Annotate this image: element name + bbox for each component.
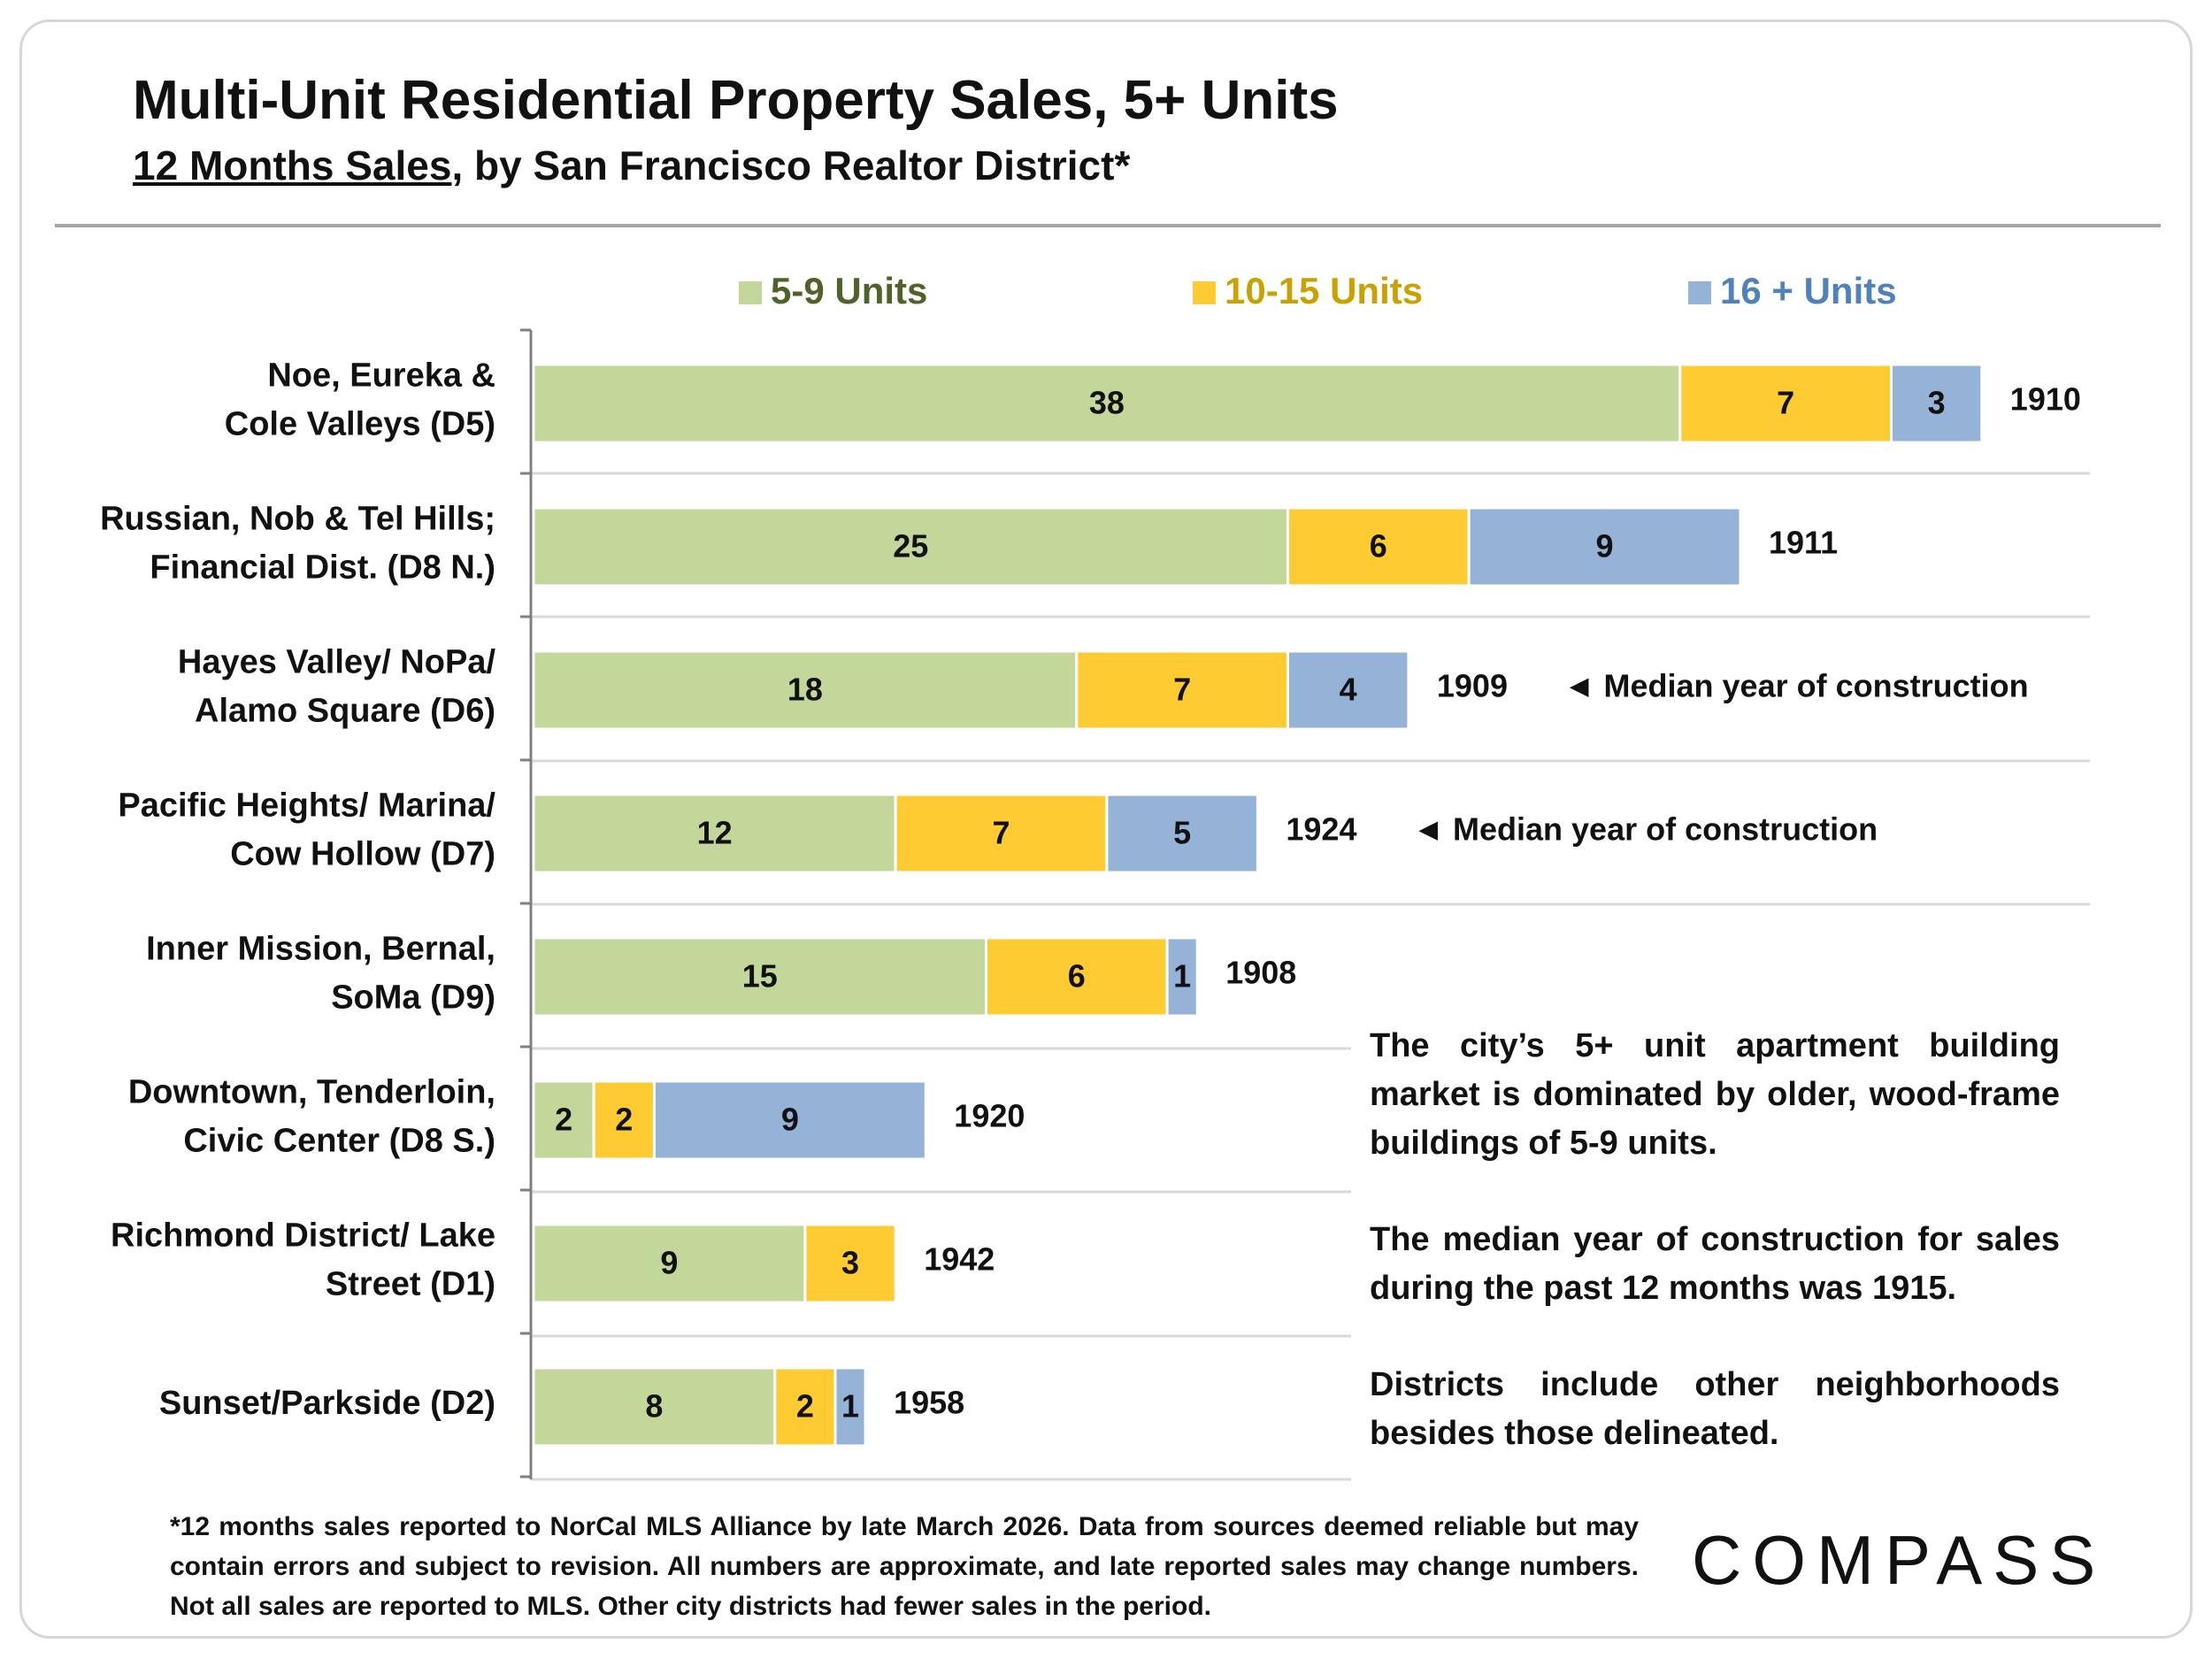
category-label: Pacific Heights/ Marina/ bbox=[118, 787, 495, 825]
bar-value-label: 3 bbox=[841, 1245, 859, 1281]
category-label: SoMa (D9) bbox=[331, 979, 495, 1017]
bar-segment bbox=[592, 1079, 656, 1161]
compass-logo: COMPASS bbox=[1692, 1521, 2107, 1599]
legend-label: 5-9 Units bbox=[771, 270, 927, 311]
median-year-annotation: ◄ Median year of construction bbox=[1563, 668, 2029, 704]
bar-value-label: 15 bbox=[742, 958, 778, 995]
bar-segment bbox=[532, 936, 987, 1018]
footnote: *12 months sales reported to NorCal MLS … bbox=[170, 1512, 1639, 1621]
bar-value-label: 18 bbox=[787, 672, 823, 708]
legend-swatch bbox=[1688, 281, 1711, 304]
bar-segment bbox=[1075, 649, 1290, 731]
bar-value-label: 4 bbox=[1340, 672, 1357, 708]
bar-segment bbox=[985, 936, 1169, 1018]
bar-segment bbox=[652, 1079, 927, 1161]
chart-title: Multi-Unit Residential Property Sales, 5… bbox=[133, 70, 1339, 131]
bar-segment bbox=[833, 1366, 867, 1448]
category-label: Inner Mission, Bernal, bbox=[146, 931, 495, 968]
bar-value-label: 25 bbox=[893, 528, 928, 565]
category-label: Civic Center (D8 S.) bbox=[183, 1123, 495, 1160]
median-year-label: 1908 bbox=[1225, 955, 1296, 991]
legend-swatch bbox=[1193, 281, 1216, 304]
category-label: Alamo Square (D6) bbox=[195, 693, 495, 730]
bar-value-label: 7 bbox=[993, 815, 1010, 851]
bar-value-label: 1 bbox=[1173, 958, 1191, 995]
bar-value-label: 3 bbox=[1928, 385, 1946, 421]
category-label: Financial Dist. (D8 N.) bbox=[150, 549, 495, 587]
commentary-paragraph: The median year of construction for sale… bbox=[1370, 1221, 2060, 1307]
bar-value-label: 2 bbox=[615, 1102, 633, 1138]
subtitle-rest: , by San Francisco Realtor District* bbox=[451, 142, 1131, 188]
category-label: Sunset/Parkside (D2) bbox=[159, 1385, 495, 1422]
bar-segment bbox=[532, 1366, 777, 1448]
bar-segment bbox=[773, 1366, 837, 1448]
bar-segment bbox=[803, 1223, 897, 1304]
median-year-label: 1920 bbox=[954, 1098, 1025, 1134]
bar-segment bbox=[532, 649, 1079, 731]
bar-segment bbox=[532, 363, 1682, 444]
median-year-label: 1910 bbox=[2010, 381, 2081, 418]
bar-value-label: 1 bbox=[841, 1388, 859, 1425]
median-year-annotation: ◄ Median year of construction bbox=[1412, 811, 1878, 848]
bar-value-label: 9 bbox=[660, 1245, 678, 1281]
legend-swatch bbox=[739, 281, 762, 304]
bar-value-label: 7 bbox=[1777, 385, 1794, 421]
bar-value-label: 2 bbox=[796, 1388, 814, 1425]
median-year-label: 1958 bbox=[894, 1385, 964, 1421]
bar-value-label: 2 bbox=[555, 1102, 572, 1138]
bar-value-label: 6 bbox=[1068, 958, 1086, 995]
legend-label: 10-15 Units bbox=[1225, 270, 1423, 311]
median-year-label: 1909 bbox=[1437, 668, 1508, 704]
chart-subtitle: 12 Months Sales, by San Francisco Realto… bbox=[133, 142, 1130, 189]
bar-value-label: 38 bbox=[1089, 385, 1125, 421]
median-year-label: 1924 bbox=[1286, 811, 1356, 848]
commentary-paragraph: Districts include other neighborhoods be… bbox=[1370, 1366, 2060, 1452]
bar-segment bbox=[1105, 793, 1259, 874]
category-label: Russian, Nob & Tel Hills; bbox=[100, 501, 495, 538]
category-label: Hayes Valley/ NoPa/ bbox=[178, 644, 496, 681]
bar-segment bbox=[1467, 506, 1742, 588]
bar-segment bbox=[1286, 649, 1410, 731]
bar-value-label: 6 bbox=[1370, 528, 1387, 565]
bar-value-label: 9 bbox=[1596, 528, 1614, 565]
category-label: Downtown, Tenderloin, bbox=[128, 1074, 495, 1111]
category-label: Cow Hollow (D7) bbox=[230, 836, 495, 873]
bar-segment bbox=[532, 506, 1289, 588]
bar-value-label: 12 bbox=[697, 815, 733, 851]
subtitle-period: 12 Months Sales bbox=[133, 142, 452, 188]
median-year-label: 1911 bbox=[1769, 525, 1838, 561]
commentary-paragraph: The city’s 5+ unit apartment building ma… bbox=[1370, 1027, 2060, 1162]
bar-value-label: 8 bbox=[645, 1388, 663, 1425]
category-label: Street (D1) bbox=[326, 1266, 495, 1303]
bar-segment bbox=[532, 1079, 595, 1161]
bar-segment bbox=[1678, 363, 1893, 444]
category-label: Richmond District/ Lake bbox=[111, 1217, 495, 1255]
commentary-text: The city’s 5+ unit apartment building ma… bbox=[1370, 1022, 2060, 1506]
legend-label: 16 + Units bbox=[1720, 270, 1897, 311]
bar-segment bbox=[532, 793, 897, 874]
category-label: Cole Valleys (D5) bbox=[225, 406, 495, 443]
bar-segment bbox=[1165, 936, 1199, 1018]
bar-value-label: 7 bbox=[1173, 672, 1191, 708]
bar-value-label: 5 bbox=[1173, 815, 1191, 851]
category-label: Noe, Eureka & bbox=[267, 357, 495, 395]
bar-segment bbox=[1890, 363, 1984, 444]
header-divider bbox=[55, 224, 2161, 227]
bar-segment bbox=[532, 1223, 807, 1304]
bar-value-label: 9 bbox=[781, 1102, 799, 1138]
median-year-label: 1942 bbox=[924, 1241, 995, 1278]
